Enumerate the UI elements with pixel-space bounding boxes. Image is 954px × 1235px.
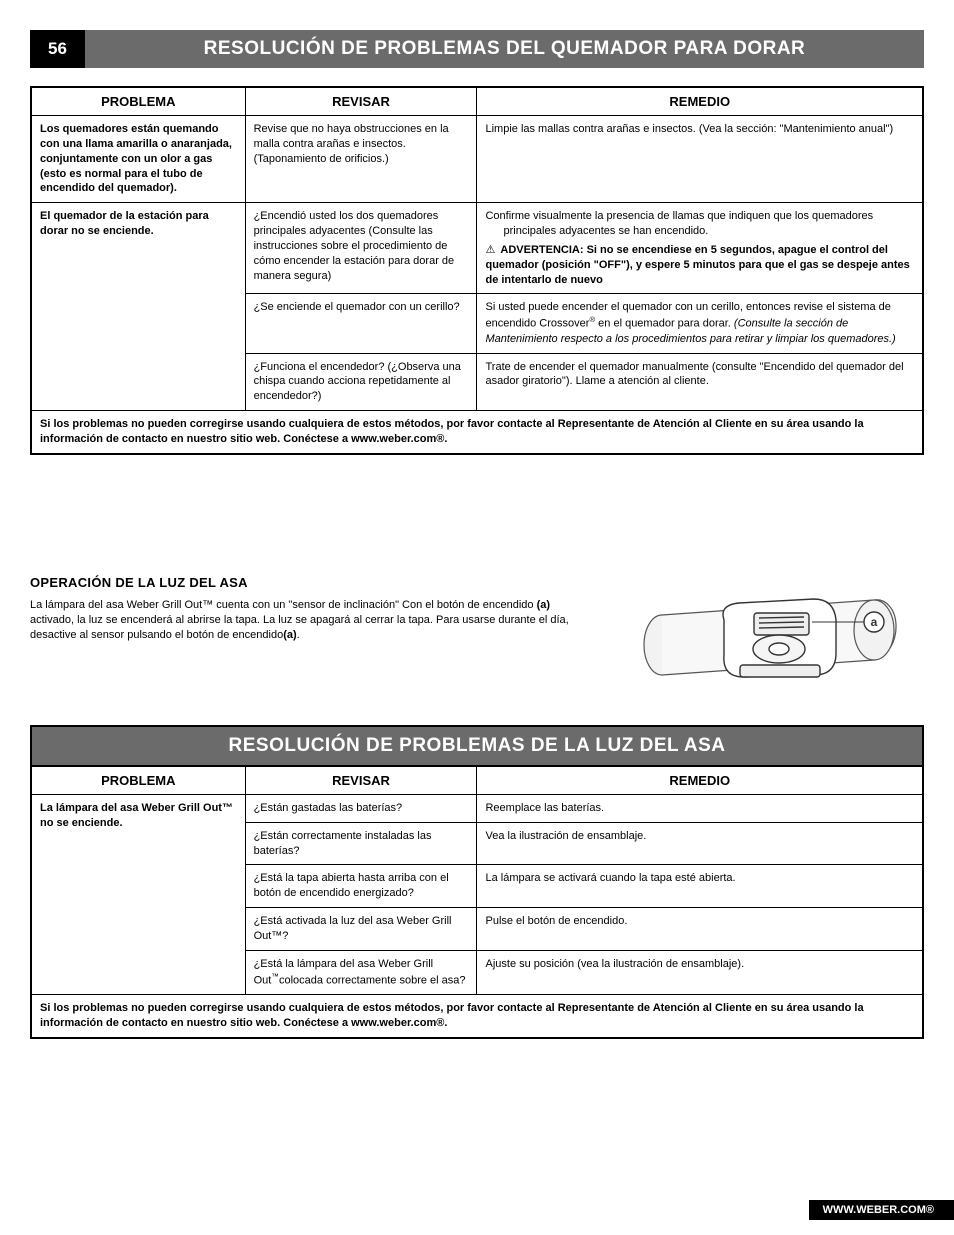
troubleshoot-table-light: PROBLEMA REVISAR REMEDIO La lámpara del … <box>30 765 924 1039</box>
spacer <box>30 455 924 575</box>
col-remedy: REMEDIO <box>477 766 923 795</box>
check-cell: ¿Están gastadas las baterías? <box>245 794 477 822</box>
op-text-a: La lámpara del asa Weber Grill Out™ cuen… <box>30 599 537 611</box>
check-text: colocada correctamente sobre el asa? <box>279 974 466 986</box>
check-cell: ¿Funciona el encendedor? (¿Observa una c… <box>245 353 477 411</box>
check-cell: Revise que no haya obstrucciones en la m… <box>245 116 477 203</box>
col-remedy: REMEDIO <box>477 87 923 116</box>
check-cell: ¿Está activada la luz del asa Weber Gril… <box>245 908 477 951</box>
operation-heading: OPERACIÓN DE LA LUZ DEL ASA <box>30 575 594 590</box>
check-cell: ¿Están correctamente instaladas las bate… <box>245 822 477 865</box>
table-footnote: Si los problemas no pueden corregirse us… <box>31 411 923 454</box>
sub-title: RESOLUCIÓN DE PROBLEMAS DE LA LUZ DEL AS… <box>30 725 924 765</box>
warning-block: ⚠ ADVERTENCIA: Si no se encendiese en 5 … <box>485 243 914 288</box>
remedy-text: Confirme visualmente la presencia de lla… <box>485 210 873 222</box>
op-text-e: . <box>297 629 300 641</box>
footnote-text: Si los problemas no pueden corregirse us… <box>31 995 923 1038</box>
warning-icon: ⚠ <box>485 244 495 256</box>
check-cell: ¿Encendió usted los dos quemadores princ… <box>245 203 477 294</box>
remedy-text: en el quemador para dorar. <box>595 318 734 330</box>
table-row: El quemador de la estación para dorar no… <box>31 203 923 294</box>
remedy-text: principales adyacentes se han encendido. <box>485 224 914 239</box>
problem-cell: Los quemadores están quemando con una ll… <box>31 116 245 203</box>
page: 56 RESOLUCIÓN DE PROBLEMAS DEL QUEMADOR … <box>0 0 954 1235</box>
operation-paragraph: La lámpara del asa Weber Grill Out™ cuen… <box>30 598 594 643</box>
remedy-cell: Ajuste su posición (vea la ilustración d… <box>477 950 923 994</box>
header-bar: 56 RESOLUCIÓN DE PROBLEMAS DEL QUEMADOR … <box>30 30 924 68</box>
remedy-cell: La lámpara se activará cuando la tapa es… <box>477 865 923 908</box>
table-row: La lámpara del asa Weber Grill Out™ no s… <box>31 794 923 822</box>
op-ref-a2: (a) <box>283 629 296 641</box>
remedy-cell: Confirme visualmente la presencia de lla… <box>477 203 923 294</box>
page-number: 56 <box>30 30 85 68</box>
handle-light-illustration: a <box>624 575 924 705</box>
callout-label-a: a <box>871 615 878 629</box>
table-row: Los quemadores están quemando con una ll… <box>31 116 923 203</box>
check-cell: ¿Está la lámpara del asa Weber Grill Out… <box>245 950 477 994</box>
warning-text: ADVERTENCIA: Si no se encendiese en 5 se… <box>485 244 909 286</box>
col-check: REVISAR <box>245 87 477 116</box>
footnote-text: Si los problemas no pueden corregirse us… <box>31 411 923 454</box>
check-cell: ¿Se enciende el quemador con un cerillo? <box>245 294 477 353</box>
col-check: REVISAR <box>245 766 477 795</box>
remedy-cell: Si usted puede encender el quemador con … <box>477 294 923 353</box>
table-footnote: Si los problemas no pueden corregirse us… <box>31 995 923 1038</box>
remedy-cell: Pulse el botón de encendido. <box>477 908 923 951</box>
op-ref-a: (a) <box>537 599 550 611</box>
remedy-cell: Reemplace las baterías. <box>477 794 923 822</box>
operation-text: OPERACIÓN DE LA LUZ DEL ASA La lámpara d… <box>30 575 594 643</box>
problem-cell: El quemador de la estación para dorar no… <box>31 203 245 411</box>
footer-url: WWW.WEBER.COM® <box>809 1200 954 1220</box>
col-problem: PROBLEMA <box>31 87 245 116</box>
remedy-cell: Vea la ilustración de ensamblaje. <box>477 822 923 865</box>
operation-section: OPERACIÓN DE LA LUZ DEL ASA La lámpara d… <box>30 575 924 705</box>
remedy-cell: Limpie las mallas contra arañas e insect… <box>477 116 923 203</box>
main-title: RESOLUCIÓN DE PROBLEMAS DEL QUEMADOR PAR… <box>85 30 924 68</box>
col-problem: PROBLEMA <box>31 766 245 795</box>
troubleshoot-table-burner: PROBLEMA REVISAR REMEDIO Los quemadores … <box>30 86 924 455</box>
check-cell: ¿Está la tapa abierta hasta arriba con e… <box>245 865 477 908</box>
problem-cell: La lámpara del asa Weber Grill Out™ no s… <box>31 794 245 994</box>
remedy-cell: Trate de encender el quemador manualment… <box>477 353 923 411</box>
